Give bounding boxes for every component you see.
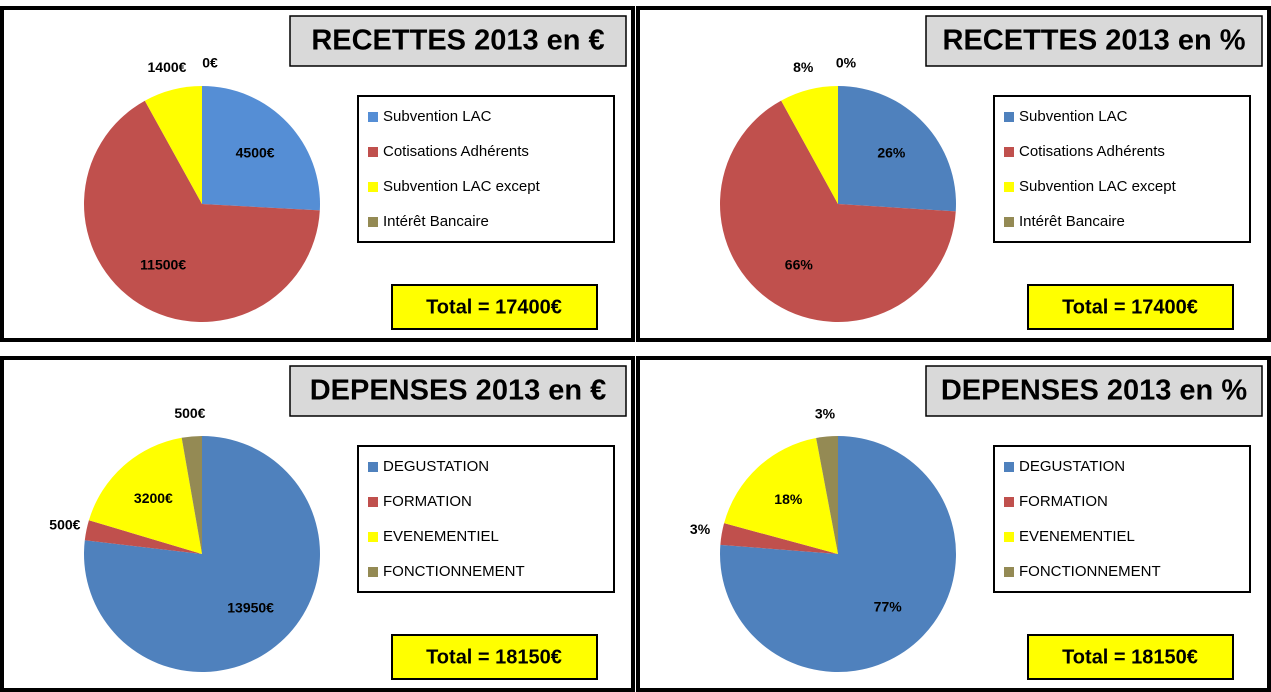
data-label: 13950€	[227, 599, 274, 615]
chart-title: RECETTES 2013 en %	[943, 25, 1246, 57]
pie-slice	[202, 86, 320, 211]
pie-slice	[838, 86, 956, 212]
legend-label: Cotisations Adhérents	[1019, 143, 1165, 160]
legend-label: FONCTIONNEMENT	[1019, 563, 1161, 580]
pie-slice	[88, 437, 202, 554]
data-label: 500€	[49, 516, 80, 532]
chart-panel: DEPENSES 2013 en % 77% 3% 18% 3% DEGUSTATION F…	[636, 356, 1271, 692]
legend-box	[993, 445, 1251, 593]
pie-slice	[144, 86, 202, 204]
legend-swatch	[1004, 567, 1014, 577]
legend-swatch	[1004, 147, 1014, 157]
chart-panel: RECETTES 2013 en % 26% 66% 8% 0% Subvention L…	[636, 6, 1271, 342]
pie-slice	[720, 523, 838, 554]
legend-label: Subvention LAC	[383, 108, 492, 125]
legend-box	[357, 95, 615, 243]
pie-slice	[83, 100, 320, 322]
chart-panel: DEPENSES 2013 en € 13950€ 500€ 3200€ 500€ DEG…	[0, 356, 635, 692]
total-annotation: Total = 17400€	[426, 296, 562, 318]
legend-label: DEGUSTATION	[1019, 458, 1125, 475]
legend-label: Subvention LAC except	[383, 178, 541, 195]
chart-title: RECETTES 2013 en €	[311, 25, 604, 57]
legend-swatch	[368, 532, 378, 542]
legend-swatch	[1004, 182, 1014, 192]
title-box	[925, 15, 1263, 67]
legend-swatch	[1004, 497, 1014, 507]
legend-label: FORMATION	[1019, 493, 1108, 510]
data-label: 0€	[202, 55, 218, 71]
chart-panel: RECETTES 2013 en € 4500€ 11500€ 1400€ 0€ Subv…	[0, 6, 635, 342]
title-box	[925, 365, 1263, 417]
data-label: 3200€	[134, 490, 173, 506]
legend-label: Subvention LAC except	[1019, 178, 1177, 195]
data-label: 0%	[836, 55, 857, 71]
pie-slice	[724, 438, 838, 554]
legend-swatch	[368, 217, 378, 227]
pie-slice	[720, 100, 956, 322]
total-annotation: Total = 18150€	[1062, 646, 1198, 668]
legend-swatch	[368, 182, 378, 192]
legend-label: FORMATION	[383, 493, 472, 510]
chart-title: DEPENSES 2013 en €	[310, 375, 607, 407]
data-label: 77%	[874, 598, 903, 614]
legend-swatch	[368, 147, 378, 157]
legend-swatch	[1004, 217, 1014, 227]
legend-swatch	[1004, 532, 1014, 542]
data-label: 8%	[793, 59, 814, 75]
legend-swatch	[368, 497, 378, 507]
legend-label: FONCTIONNEMENT	[383, 563, 525, 580]
legend-swatch	[368, 462, 378, 472]
legend-label: Cotisations Adhérents	[383, 143, 529, 160]
legend-swatch	[1004, 462, 1014, 472]
pie-slice	[181, 436, 202, 554]
data-label: 1400€	[148, 59, 187, 75]
pie-slice	[816, 436, 838, 554]
legend-swatch	[1004, 112, 1014, 122]
legend-label: Subvention LAC	[1019, 108, 1128, 125]
legend-swatch	[368, 112, 378, 122]
total-box	[391, 284, 598, 330]
data-label: 500€	[174, 405, 205, 421]
total-box	[391, 634, 598, 680]
data-label: 26%	[877, 145, 906, 161]
data-label: 3%	[690, 521, 711, 537]
pie-slice	[781, 86, 838, 204]
title-box	[289, 365, 627, 417]
data-label: 66%	[785, 256, 814, 272]
pie-slice	[84, 520, 202, 554]
data-label: 18%	[774, 491, 803, 507]
title-box	[289, 15, 627, 67]
total-annotation: Total = 17400€	[1062, 296, 1198, 318]
data-label: 3%	[815, 405, 836, 421]
data-label: 11500€	[140, 257, 186, 273]
legend-label: Intérêt Bancaire	[1019, 213, 1125, 230]
data-label: 4500€	[236, 144, 275, 160]
legend-label: EVENEMENTIEL	[383, 528, 499, 545]
legend-box	[993, 95, 1251, 243]
legend-box	[357, 445, 615, 593]
legend-swatch	[368, 567, 378, 577]
total-annotation: Total = 18150€	[426, 646, 562, 668]
total-box	[1027, 284, 1234, 330]
legend-label: EVENEMENTIEL	[1019, 528, 1135, 545]
legend-label: Intérêt Bancaire	[383, 213, 489, 230]
chart-title: DEPENSES 2013 en %	[941, 375, 1247, 407]
legend-label: DEGUSTATION	[383, 458, 489, 475]
total-box	[1027, 634, 1234, 680]
